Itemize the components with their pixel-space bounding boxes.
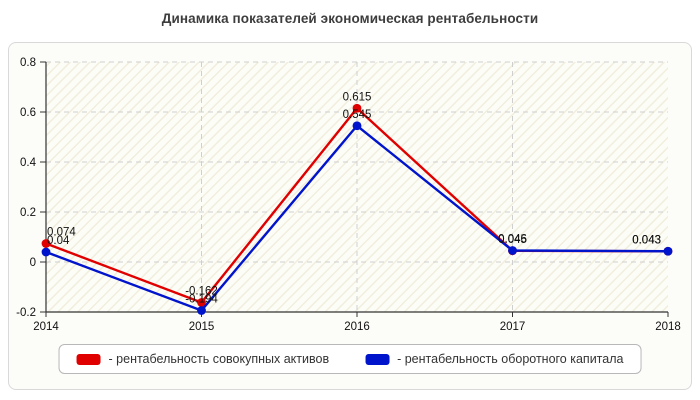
point-value-label: -0.194 bbox=[185, 294, 218, 306]
chart-panel: 0.8 0.6 0.4 0.2 0 -0.2 2014 2015 2016 2017 2018 0.0… bbox=[8, 42, 692, 390]
y-tick-label: 0.8 bbox=[20, 57, 36, 69]
y-tick-label: -0.2 bbox=[16, 307, 36, 319]
point-value-label: 0.043 bbox=[632, 234, 661, 246]
point-value-label: 0.545 bbox=[343, 109, 372, 121]
chart-legend: - рентабельность совокупных активов - ре… bbox=[58, 344, 642, 374]
point-value-label: 0.074 bbox=[47, 227, 76, 239]
data-point bbox=[663, 246, 673, 256]
legend-label-total-assets: - рентабельность совокупных активов bbox=[108, 352, 330, 366]
data-point bbox=[197, 306, 206, 315]
x-tick-label: 2018 bbox=[655, 321, 681, 333]
data-point bbox=[352, 103, 362, 113]
line-chart: 0.8 0.6 0.4 0.2 0 -0.2 2014 2015 2016 2017 2018 0.0… bbox=[16, 57, 681, 333]
legend-label-working-capital: - рентабельность оборотного капитала bbox=[397, 352, 624, 366]
data-point bbox=[41, 247, 51, 257]
legend-swatch-blue bbox=[365, 353, 390, 365]
y-tick-label: 0.4 bbox=[20, 157, 37, 169]
data-point bbox=[197, 298, 206, 307]
point-value-label: 0.043 bbox=[632, 234, 661, 246]
point-value-label: 0.045 bbox=[498, 234, 527, 246]
legend-swatch-red bbox=[76, 353, 101, 365]
data-point bbox=[41, 239, 51, 248]
point-value-label: 0.04 bbox=[47, 235, 70, 247]
y-tick-label: 0.2 bbox=[20, 207, 36, 219]
y-tick-label: 0 bbox=[30, 257, 36, 269]
legend-item-working-capital: - рентабельность оборотного капитала bbox=[365, 352, 623, 366]
y-tick-label: 0.6 bbox=[20, 107, 36, 119]
point-value-label: -0.162 bbox=[185, 286, 218, 298]
point-value-label: 0.615 bbox=[343, 91, 372, 103]
x-tick-label: 2014 bbox=[33, 321, 59, 333]
data-point bbox=[508, 246, 517, 255]
point-value-label: 0.046 bbox=[498, 234, 527, 246]
x-tick-label: 2017 bbox=[500, 321, 526, 333]
data-point bbox=[352, 121, 362, 131]
chart-title: Динамика показателей экономическая рента… bbox=[161, 11, 539, 26]
x-tick-label: 2015 bbox=[189, 321, 215, 333]
x-tick-label: 2016 bbox=[344, 321, 370, 333]
legend-item-total-assets: - рентабельность совокупных активов bbox=[76, 352, 330, 366]
